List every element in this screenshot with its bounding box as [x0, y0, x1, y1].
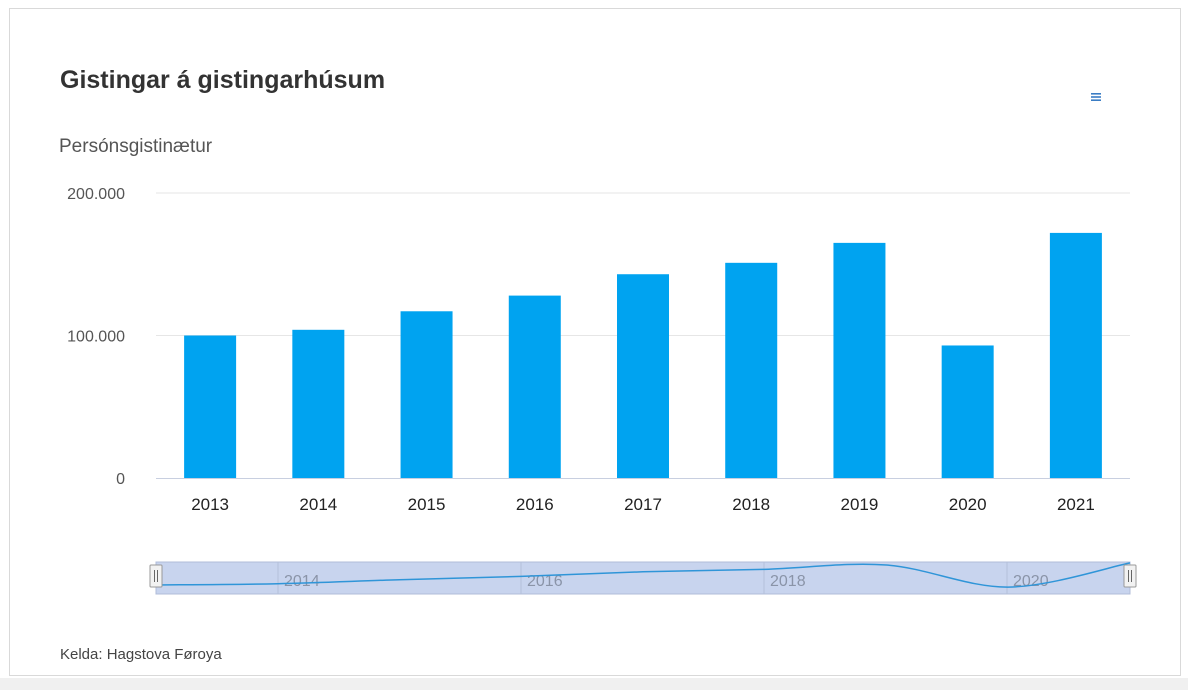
handle-grip[interactable] — [1123, 564, 1137, 588]
y-axis-label: Persónsgistinætur — [59, 136, 213, 157]
navigator-year-label: 2016 — [527, 573, 563, 590]
x-tick-label: 2016 — [516, 495, 554, 514]
x-tick-label: 2015 — [408, 495, 446, 514]
x-tick-label: 2020 — [949, 495, 987, 514]
bar[interactable] — [184, 335, 237, 479]
source-credit: Kelda: Hagstova Føroya — [60, 646, 222, 663]
y-tick-label: 0 — [116, 471, 125, 488]
bar[interactable] — [941, 345, 994, 478]
page-bottom-strip — [0, 678, 1188, 690]
navigator-year-label: 2018 — [770, 573, 806, 590]
navigator-left-handle[interactable] — [149, 564, 163, 588]
navigator-year-label: 2014 — [284, 573, 320, 590]
bar[interactable] — [508, 295, 561, 478]
x-tick-label: 2017 — [624, 495, 662, 514]
x-tick-label: 2014 — [299, 495, 337, 514]
bar[interactable] — [833, 242, 886, 478]
bar-series — [184, 232, 1102, 479]
chart-menu-button[interactable] — [1085, 86, 1107, 108]
navigator: 2014 2016 2018 2020 — [149, 561, 1137, 595]
bar[interactable] — [725, 262, 778, 478]
bar[interactable] — [1049, 232, 1102, 478]
y-tick-label: 200.000 — [67, 186, 125, 203]
y-tick-label: 100.000 — [67, 329, 125, 346]
bar[interactable] — [292, 329, 345, 478]
navigator-series-line — [155, 562, 1131, 588]
x-tick-label: 2019 — [841, 495, 879, 514]
navigator-right-handle[interactable] — [1123, 564, 1137, 588]
x-tick-label: 2021 — [1057, 495, 1095, 514]
x-tick-label: 2018 — [732, 495, 770, 514]
bar[interactable] — [617, 274, 669, 478]
hamburger-menu-icon — [1091, 93, 1101, 101]
bar[interactable] — [400, 311, 453, 478]
chart-title: Gistingar á gistingarhúsum — [60, 66, 386, 94]
handle-grip[interactable] — [149, 564, 163, 588]
navigator-year-label: 2020 — [1013, 573, 1049, 590]
x-tick-label: 2013 — [191, 495, 229, 514]
axes: 0 100.000 200.000 2013 2014 2015 2016 2017 2018 2… — [67, 186, 1130, 514]
